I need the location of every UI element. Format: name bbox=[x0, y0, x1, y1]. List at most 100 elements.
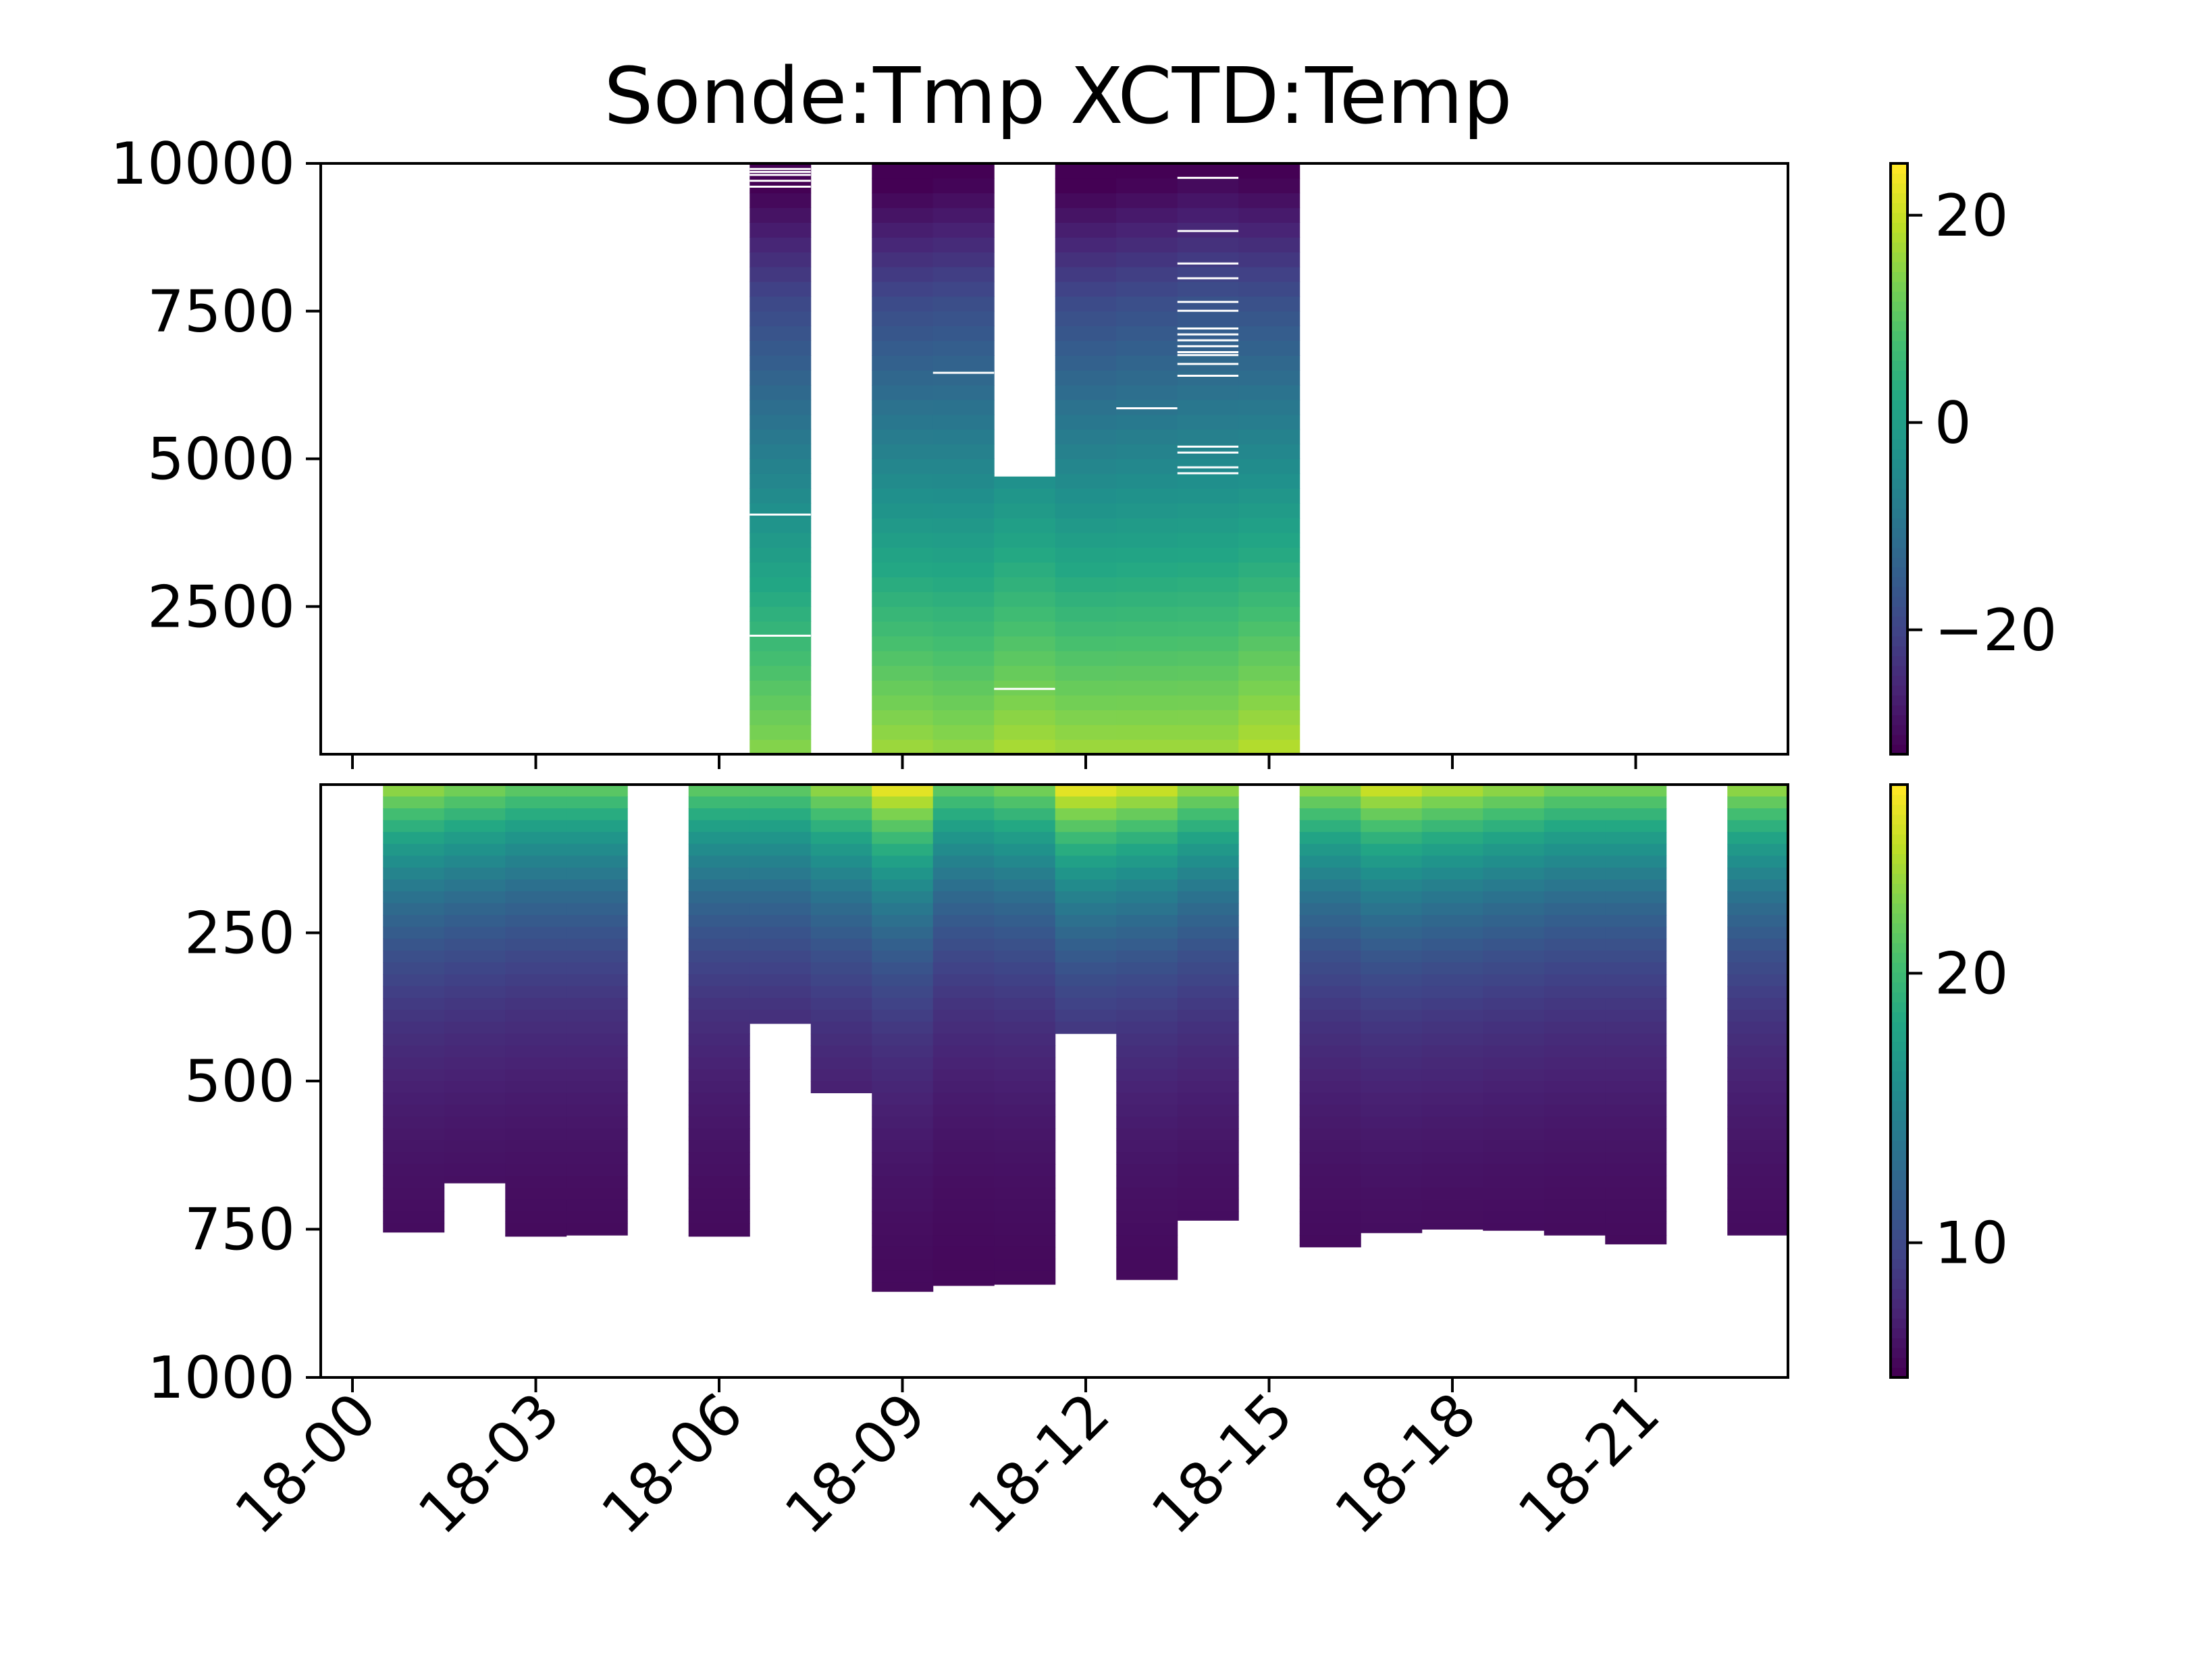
sonde-cell bbox=[872, 695, 934, 710]
xctd-cell bbox=[994, 1116, 1056, 1129]
sonde-cell bbox=[932, 665, 995, 681]
xctd-cell bbox=[872, 1045, 934, 1058]
xctd-cell bbox=[383, 986, 445, 999]
sonde-cell bbox=[872, 325, 934, 341]
xctd-cell bbox=[1116, 1140, 1178, 1153]
xctd-cell bbox=[1055, 832, 1117, 845]
xctd-cell bbox=[994, 950, 1056, 963]
sonde-cell bbox=[1055, 636, 1117, 652]
xctd-cell bbox=[1421, 974, 1483, 987]
xctd-cell bbox=[1177, 1211, 1239, 1221]
sonde-colorbar-segment bbox=[1891, 350, 1907, 361]
xctd-cell bbox=[1605, 1199, 1667, 1212]
xctd-cell bbox=[383, 903, 445, 916]
sonde-cell bbox=[994, 503, 1056, 519]
xctd-cell bbox=[1361, 1199, 1423, 1212]
sonde-cell bbox=[1177, 621, 1239, 637]
xctd-cell bbox=[1727, 1081, 1789, 1094]
sonde-cell bbox=[1055, 444, 1117, 459]
xctd-cell bbox=[383, 820, 445, 833]
xctd-cell bbox=[505, 1199, 567, 1212]
sonde-gap bbox=[1177, 451, 1239, 454]
xctd-cell bbox=[994, 1022, 1056, 1034]
xctd-cell bbox=[1605, 1116, 1667, 1129]
sonde-cell bbox=[1238, 370, 1300, 386]
xctd-cell bbox=[1727, 926, 1789, 939]
xctd-cell bbox=[994, 974, 1056, 987]
xctd-cell bbox=[383, 1116, 445, 1129]
sonde-cell bbox=[994, 606, 1056, 622]
xctd-cell bbox=[688, 1045, 750, 1058]
chart-title: Sonde:Tmp XCTD:Temp bbox=[604, 51, 1512, 142]
sonde-cell bbox=[1116, 252, 1178, 267]
sonde-cell bbox=[872, 355, 934, 371]
sonde-colorbar-tick-label: −20 bbox=[1934, 597, 2057, 664]
sonde-cell bbox=[1116, 325, 1178, 341]
sonde-colorbar-segment bbox=[1891, 498, 1907, 509]
xctd-cell bbox=[1361, 832, 1423, 845]
xctd-cell bbox=[1116, 843, 1178, 856]
xctd-cell bbox=[932, 1140, 995, 1153]
sonde-cell bbox=[1116, 591, 1178, 607]
xctd-cell bbox=[1727, 891, 1789, 904]
xctd-cell bbox=[688, 962, 750, 975]
sonde-y-tick-label: 5000 bbox=[147, 426, 295, 494]
xctd-cell bbox=[1421, 903, 1483, 916]
xctd-cell bbox=[1055, 867, 1117, 880]
sonde-cell bbox=[1055, 547, 1117, 563]
xctd-cell bbox=[810, 998, 872, 1011]
sonde-cell bbox=[1177, 282, 1239, 297]
xctd-cell bbox=[932, 1176, 995, 1188]
sonde-cell bbox=[932, 532, 995, 548]
xctd-cell bbox=[1605, 1223, 1667, 1236]
xctd-cell bbox=[1421, 962, 1483, 975]
sonde-gap bbox=[1177, 230, 1239, 232]
xctd-cell bbox=[1116, 1211, 1178, 1224]
xctd-cell bbox=[383, 1223, 445, 1233]
sonde-cell bbox=[1055, 562, 1117, 577]
xctd-cell bbox=[1177, 785, 1239, 797]
sonde-colorbar-segment bbox=[1891, 685, 1907, 696]
sonde-cell bbox=[994, 636, 1056, 652]
sonde-cell bbox=[994, 591, 1056, 607]
sonde-gap bbox=[749, 186, 811, 188]
sonde-cell bbox=[1116, 311, 1178, 327]
xctd-cell bbox=[994, 903, 1056, 916]
xctd-cell bbox=[994, 1246, 1056, 1259]
xctd-cell bbox=[932, 1246, 995, 1259]
xctd-cell bbox=[994, 1163, 1056, 1176]
sonde-cell bbox=[932, 458, 995, 474]
sonde-cell bbox=[1177, 547, 1239, 563]
xctd-cell bbox=[810, 891, 872, 904]
xctd-column-18-16 bbox=[1299, 785, 1361, 1248]
xctd-cell bbox=[994, 843, 1056, 856]
xctd-cell bbox=[994, 1140, 1056, 1153]
sonde-cell bbox=[932, 429, 995, 445]
sonde-cell bbox=[1238, 606, 1300, 622]
xctd-cell bbox=[932, 1069, 995, 1082]
xctd-cell bbox=[872, 1235, 934, 1248]
sonde-cell bbox=[994, 547, 1056, 563]
xctd-cell bbox=[688, 1105, 750, 1117]
xctd-cell bbox=[810, 820, 872, 833]
xctd-cell bbox=[1299, 855, 1361, 868]
xctd-cell bbox=[1055, 785, 1117, 797]
xctd-cell bbox=[1483, 950, 1545, 963]
sonde-cell bbox=[1116, 636, 1178, 652]
xctd-cell bbox=[932, 832, 995, 845]
sonde-colorbar-segment bbox=[1891, 458, 1907, 469]
sonde-cell bbox=[749, 282, 812, 297]
xctd-cell bbox=[444, 1116, 506, 1129]
xctd-cell bbox=[1421, 1199, 1483, 1212]
xctd-cell bbox=[1727, 1033, 1789, 1046]
xctd-column-18-06 bbox=[688, 785, 750, 1237]
xctd-cell bbox=[932, 1057, 995, 1070]
xctd-cell bbox=[383, 926, 445, 939]
xctd-cell bbox=[1421, 986, 1483, 999]
xctd-cell bbox=[1055, 998, 1117, 1011]
xctd-cell bbox=[932, 950, 995, 963]
sonde-colorbar-segment bbox=[1891, 744, 1907, 755]
sonde-cell bbox=[872, 710, 934, 725]
xctd-cell bbox=[1361, 974, 1423, 987]
sonde-colorbar-segment bbox=[1891, 547, 1907, 558]
